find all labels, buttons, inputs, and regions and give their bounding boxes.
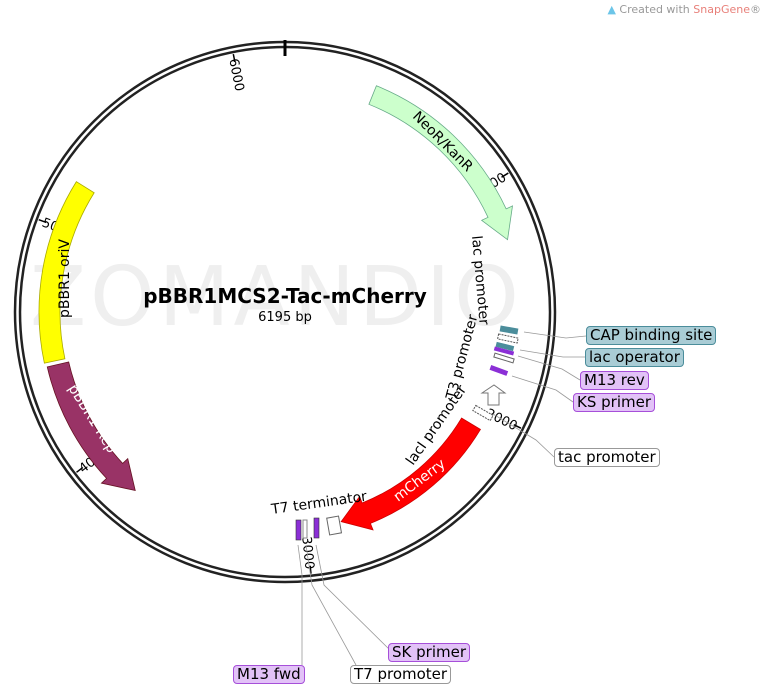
credit-suffix: ® [750, 3, 761, 16]
snapgene-credit[interactable]: ▲ Created with SnapGene® [607, 3, 761, 16]
ks-primer-mark[interactable] [489, 365, 509, 376]
snapgene-logo-icon: ▲ [607, 3, 616, 16]
m13-rev-mark[interactable] [493, 346, 515, 356]
tick-mark [501, 172, 509, 178]
label-mcherry: mCherry [391, 456, 449, 505]
m13-fwd-mark[interactable] [295, 519, 302, 541]
t7-terminator-mark[interactable] [326, 515, 343, 536]
tick-label: 6000 [225, 57, 246, 92]
feature-mcherry[interactable] [340, 417, 481, 531]
callout-m13-fwd[interactable]: M13 fwd [233, 665, 305, 684]
tick-mark [309, 565, 312, 574]
feature-neor-kanr[interactable] [368, 85, 513, 241]
lac-operator-mark[interactable] [495, 341, 515, 352]
laci-promoter-arrow[interactable] [480, 384, 507, 406]
credit-brand: SnapGene [693, 3, 750, 16]
callout-lac-operator[interactable]: lac operator [585, 348, 684, 367]
tick-mark [38, 218, 47, 224]
callout-ks-primer[interactable]: KS primer [573, 393, 655, 412]
label-lac-promoter: lac promoter [468, 235, 492, 326]
feature-pbbr1-rep[interactable] [46, 361, 136, 492]
callout-tac-promoter[interactable]: tac promoter [554, 448, 660, 467]
plasmid-name: pBBR1MCS2-Tac-mCherry [143, 284, 427, 308]
callout-t7-promoter[interactable]: T7 promoter [350, 665, 452, 684]
label-pbbr1-oriv: pBBR1 oriV [57, 239, 73, 318]
feature-pbbr1-oriv[interactable] [38, 181, 95, 364]
t7-promoter-mark[interactable] [302, 519, 308, 539]
callout-sk-primer[interactable]: SK primer [388, 643, 470, 662]
plasmid-length: 6195 bp [258, 310, 312, 325]
tick-mark [513, 424, 522, 429]
callout-m13-rev[interactable]: M13 rev [580, 371, 649, 390]
watermark: ZOMANDIO [30, 250, 523, 345]
cap-site-mark[interactable] [499, 325, 519, 335]
small-features [295, 325, 519, 541]
sk-primer-mark[interactable] [313, 517, 320, 539]
tac-promoter-mark[interactable] [472, 404, 494, 422]
lac-promoter-mark[interactable] [497, 333, 519, 344]
t3-promoter-mark[interactable] [493, 352, 515, 364]
credit-prefix: Created with [619, 3, 694, 16]
leader-lines [297, 331, 587, 666]
tick-mark [76, 466, 84, 473]
callout-cap-binding-site[interactable]: CAP binding site [586, 326, 717, 345]
tick-mark [232, 53, 236, 63]
